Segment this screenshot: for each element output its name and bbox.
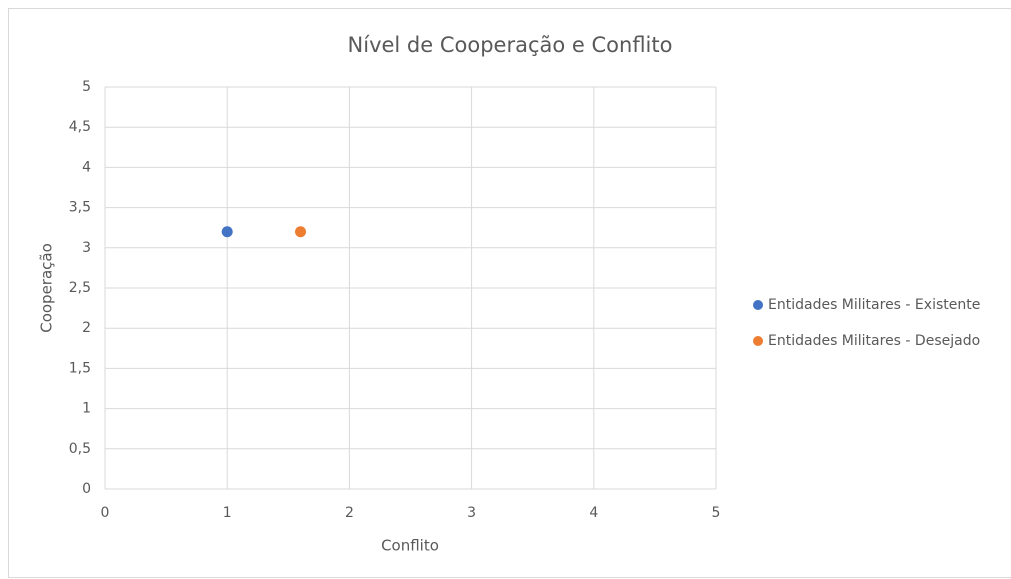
y-tick-label: 3 bbox=[82, 240, 91, 256]
y-tick-label: 2 bbox=[82, 320, 91, 336]
y-tick-label: 4 bbox=[82, 159, 91, 175]
y-axis-label: Cooperação bbox=[38, 243, 56, 333]
legend-marker bbox=[753, 300, 763, 310]
x-axis-label: Conflito bbox=[381, 537, 439, 555]
legend-label: Entidades Militares - Desejado bbox=[768, 333, 980, 349]
x-tick-label: 1 bbox=[223, 505, 232, 521]
y-tick-label: 4,5 bbox=[69, 119, 91, 135]
y-tick-label: 3,5 bbox=[69, 200, 91, 216]
chart-frame bbox=[8, 8, 1011, 578]
x-tick-label: 3 bbox=[467, 505, 476, 521]
legend-marker bbox=[753, 336, 763, 346]
y-tick-label: 5 bbox=[82, 79, 91, 95]
x-tick-label: 4 bbox=[589, 505, 598, 521]
y-tick-label: 1 bbox=[82, 401, 91, 417]
point bbox=[295, 226, 307, 238]
x-tick-label: 2 bbox=[345, 505, 354, 521]
x-tick-label: 0 bbox=[101, 505, 110, 521]
point bbox=[221, 226, 233, 238]
y-tick-label: 1,5 bbox=[69, 360, 91, 376]
y-tick-label: 0 bbox=[82, 481, 91, 497]
x-tick-label: 5 bbox=[712, 505, 721, 521]
y-tick-label: 0,5 bbox=[69, 441, 91, 457]
legend-label: Entidades Militares - Existente bbox=[768, 297, 980, 313]
y-tick-label: 2,5 bbox=[69, 280, 91, 296]
chart-title: Nível de Cooperação e Conflito bbox=[348, 33, 673, 57]
